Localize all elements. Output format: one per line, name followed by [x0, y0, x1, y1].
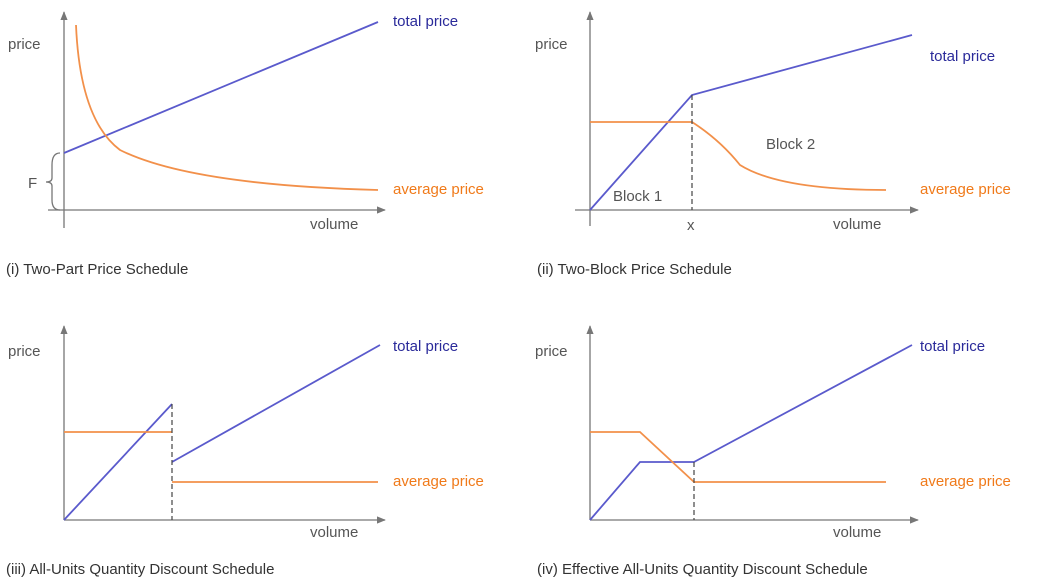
average-label: average price [393, 181, 484, 198]
total-price-line [63, 21, 379, 154]
y-label: price [535, 36, 568, 53]
annotation: x [687, 217, 695, 234]
total-price-line [171, 344, 381, 463]
panel-1: price volume total price average price F… [6, 11, 484, 278]
annotation: Block 2 [766, 136, 815, 153]
annotation: F [28, 175, 37, 192]
total-price-line [63, 403, 173, 521]
total-label: total price [930, 48, 995, 65]
x-label: volume [833, 216, 881, 233]
caption: (iii) All-Units Quantity Discount Schedu… [6, 561, 274, 578]
average-label: average price [393, 473, 484, 490]
y-label: price [8, 36, 41, 53]
y-label: price [535, 343, 568, 360]
panel-4: price volume total price average price (… [535, 325, 1011, 578]
average-price-curve [75, 24, 379, 191]
brace [45, 152, 61, 211]
total-price-line [589, 344, 913, 521]
x-label: volume [833, 524, 881, 541]
average-label: average price [920, 181, 1011, 198]
x-label: volume [310, 216, 358, 233]
total-label: total price [920, 338, 985, 355]
panel-3: price volume total price average price (… [6, 325, 484, 578]
total-label: total price [393, 338, 458, 355]
average-price-line [590, 431, 886, 483]
caption: (i) Two-Part Price Schedule [6, 261, 188, 278]
caption: (ii) Two-Block Price Schedule [537, 261, 732, 278]
caption: (iv) Effective All-Units Quantity Discou… [537, 561, 868, 578]
total-label: total price [393, 13, 458, 30]
y-label: price [8, 343, 41, 360]
average-price-curve [590, 121, 887, 191]
panel-2: price volume total price average price B… [535, 11, 1011, 278]
annotation: Block 1 [613, 188, 662, 205]
x-label: volume [310, 524, 358, 541]
average-label: average price [920, 473, 1011, 490]
